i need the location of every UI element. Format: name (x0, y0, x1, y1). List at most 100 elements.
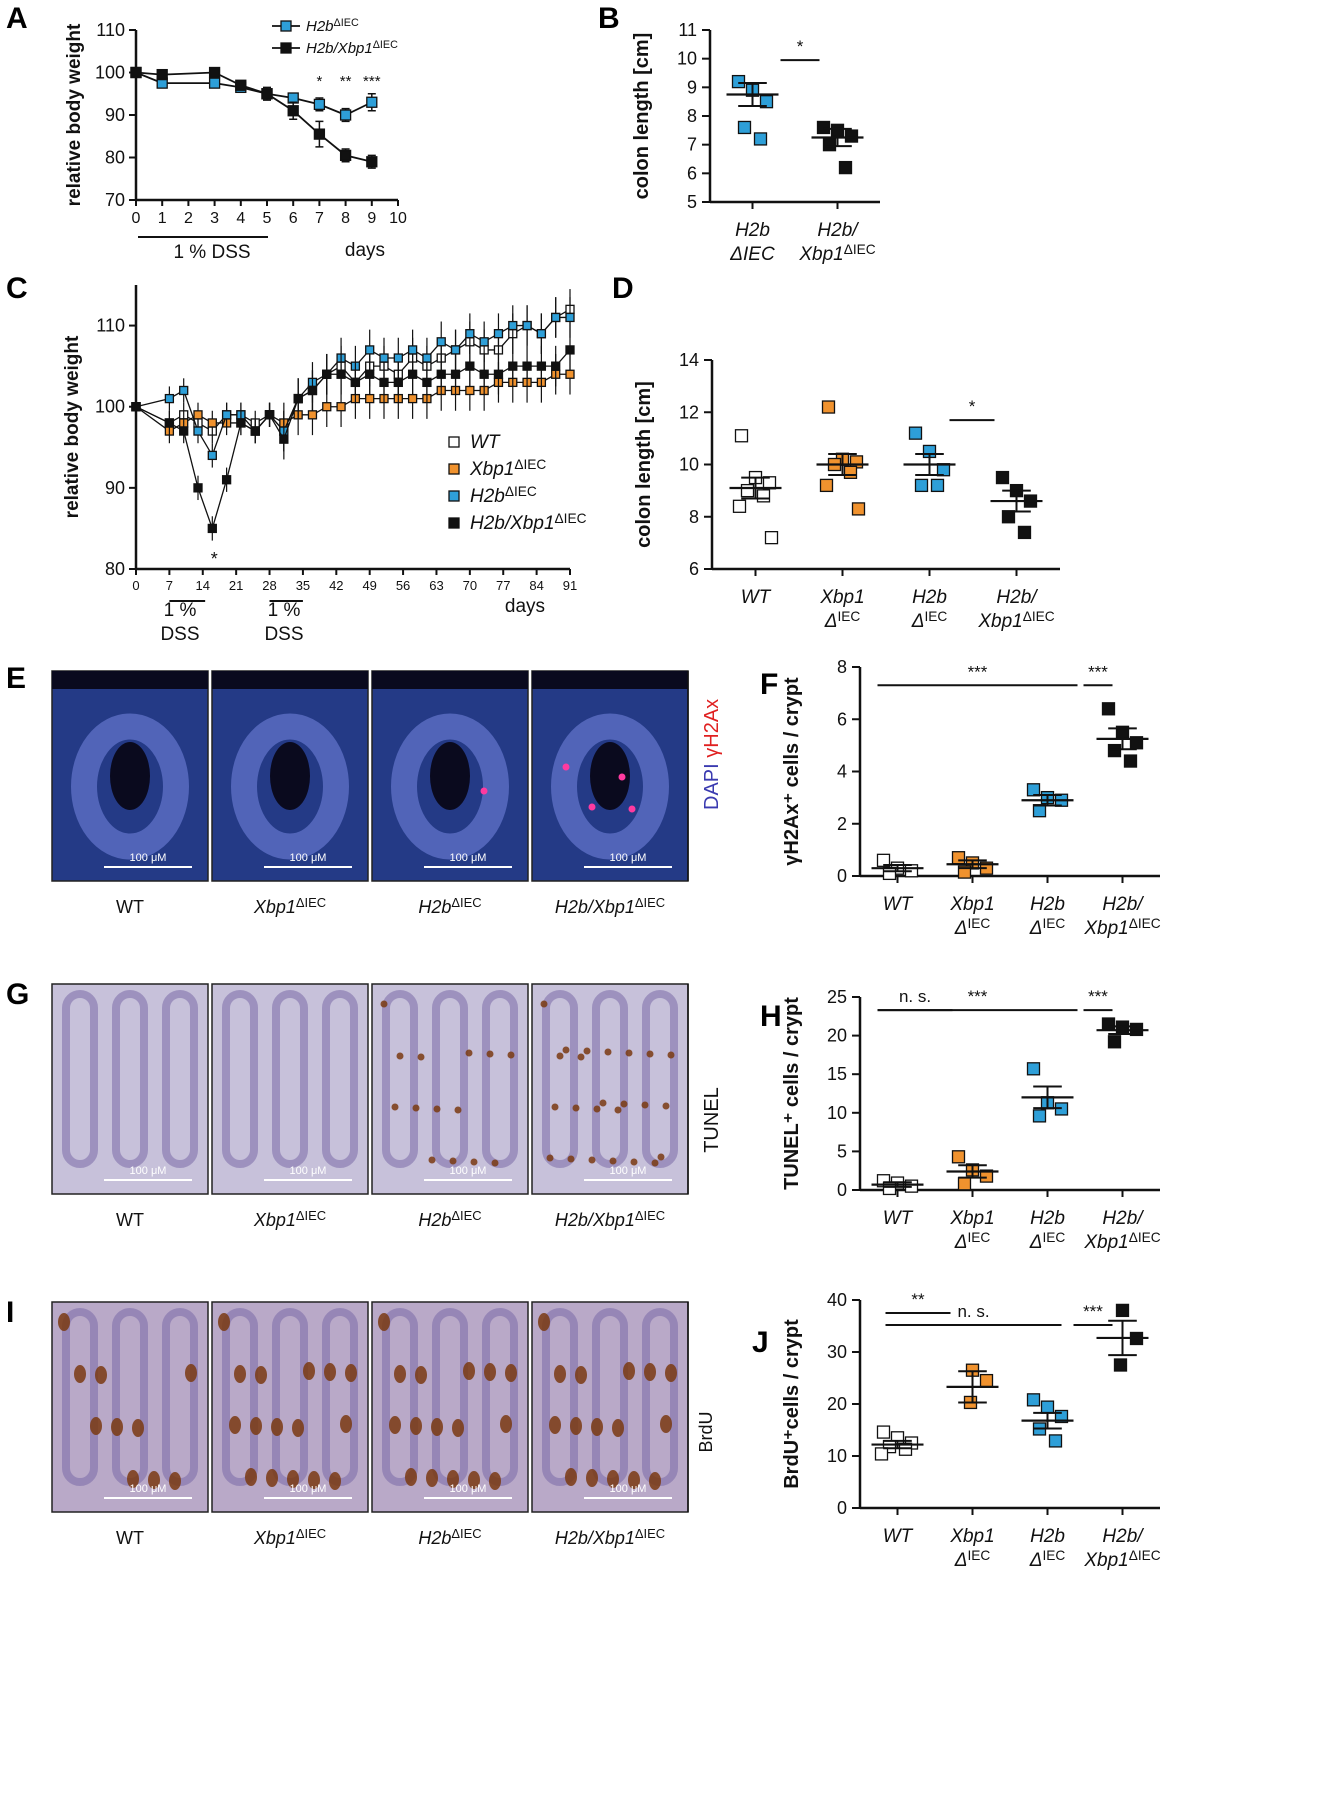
chart-f-point (1107, 743, 1122, 758)
chart-f-point (1101, 702, 1116, 716)
chart-c-point (379, 353, 389, 363)
stained-nucleus (657, 1153, 665, 1161)
chart-c-dss-label: 1 % (164, 600, 197, 621)
chart-d-category-label-line2: Xbp1ΔIEC (977, 609, 1054, 632)
chart-f-category-label: WT (883, 894, 914, 915)
stained-nucleus (649, 1472, 661, 1490)
chart-c-y-axis-title: relative body weight (62, 335, 83, 518)
scale-bar-label: 100 μM (450, 1483, 487, 1495)
image-panel-e (531, 670, 689, 882)
stained-nucleus (667, 1051, 675, 1059)
stained-nucleus (625, 1049, 633, 1057)
chart-c-y-tick-label: 110 (96, 316, 125, 336)
stained-nucleus (623, 1362, 635, 1380)
crypt-lumen (590, 742, 630, 810)
chart-a-point (339, 109, 352, 121)
stained-nucleus (431, 1418, 443, 1436)
stained-nucleus (567, 1155, 575, 1163)
chart-f-point (1123, 754, 1138, 768)
chart-a-x-tick-label: 9 (367, 210, 376, 227)
chart-a-x-tick-label: 0 (132, 210, 141, 227)
chart-j-point (876, 1425, 891, 1439)
chart-c-point (236, 418, 246, 428)
chart-c-point (422, 353, 432, 363)
chart-c-point (365, 345, 375, 355)
stained-nucleus (665, 1364, 677, 1382)
chart-b-point (816, 120, 831, 135)
chart-f-point (876, 853, 891, 867)
dark-band (212, 671, 368, 689)
chart-c-point (450, 345, 461, 355)
scale-bar-label: 100 μM (130, 852, 167, 864)
image-panel-e (371, 670, 529, 882)
stained-nucleus (538, 1313, 550, 1331)
chart-c-point (407, 345, 418, 355)
chart-h-category-label: WT (883, 1208, 914, 1229)
image-i-side-label: BrdU (696, 1411, 716, 1452)
chart-f-category-label: H2b (1030, 894, 1065, 915)
stained-nucleus (250, 1417, 262, 1435)
stained-nucleus (651, 1159, 659, 1167)
scale-bar-label: 100 μM (610, 1483, 647, 1495)
chart-a-point (130, 66, 142, 79)
dark-band (372, 671, 528, 689)
chart-c-point (264, 410, 275, 420)
chart-j-category-label: Xbp1 (949, 1526, 994, 1547)
scale-bar-label: 100 μM (610, 852, 647, 864)
stained-nucleus (345, 1364, 357, 1382)
legend-c-marker (448, 463, 460, 475)
chart-c-point (179, 426, 189, 436)
panel-letter-F: F (760, 668, 778, 701)
panel-letter-B: B (598, 2, 620, 35)
stained-nucleus (609, 1157, 617, 1165)
stained-nucleus (465, 1049, 473, 1057)
crypt-outline (382, 1308, 418, 1486)
micrograph-g-2 (211, 983, 369, 1195)
stained-nucleus (575, 1366, 587, 1384)
chart-j-point (979, 1373, 994, 1388)
chart-d-point (821, 400, 836, 414)
chart-d-point (764, 531, 779, 545)
image-panel-i (531, 1301, 689, 1513)
stained-nucleus (58, 1313, 70, 1331)
chart-c-series-line (135, 349, 571, 531)
chart-j-point (874, 1447, 889, 1461)
chart-j-category-label: WT (883, 1526, 914, 1547)
image-panel-g (211, 983, 369, 1195)
chart-c-point (193, 410, 203, 420)
stained-nucleus (644, 1363, 656, 1381)
stained-nucleus (593, 1105, 601, 1113)
chart-j-significance-1-label: ** (911, 1290, 925, 1309)
crypt-lumen (110, 742, 150, 810)
chart-a-y-tick-label: 90 (105, 105, 125, 125)
panel-letter-C: C (6, 272, 28, 305)
chart-c-point (379, 377, 389, 388)
panel-letter-G: G (6, 978, 29, 1011)
panel-letter-A: A (6, 2, 28, 35)
chart-h-category-label-line2: ΔIEC (954, 1230, 991, 1253)
stained-nucleus (586, 1469, 598, 1487)
stained-nucleus (412, 1104, 420, 1112)
stained-nucleus (148, 1471, 160, 1489)
chart-b-y-tick-label: 8 (687, 106, 697, 126)
crypt-outline (592, 990, 628, 1168)
stained-nucleus (380, 1000, 388, 1008)
stained-nucleus (546, 1154, 554, 1162)
chart-b-point (759, 95, 774, 109)
chart-c-x-axis-title: days (505, 596, 545, 617)
chart-c-x-tick-label: 63 (429, 578, 443, 593)
scale-bar-label: 100 μM (450, 1165, 487, 1177)
stained-nucleus (396, 1052, 404, 1060)
stained-nucleus (271, 1418, 283, 1436)
chart-c-x-tick-label: 77 (496, 578, 510, 593)
chart-f-significance-1-label: *** (968, 662, 988, 681)
legend-c-label: Xbp1ΔIEC (469, 457, 546, 480)
chart-h-y-tick-label: 10 (827, 1103, 847, 1123)
stained-nucleus (614, 1106, 622, 1114)
image-g-label: H2b/Xbp1ΔIEC (555, 1208, 665, 1230)
scale-bar-label: 100 μM (290, 1483, 327, 1495)
chart-a-point (261, 88, 273, 100)
chart-c-point (221, 410, 232, 420)
chart-c-point (450, 369, 461, 379)
chart-c-dss-label: DSS (264, 624, 303, 645)
